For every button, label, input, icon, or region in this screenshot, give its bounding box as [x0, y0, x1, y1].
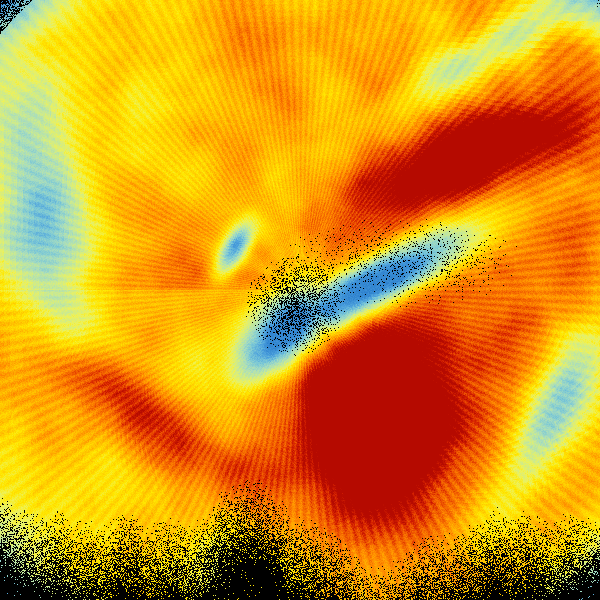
radar-scan-viewport [0, 0, 600, 600]
radar-reflectivity-heatmap [0, 0, 600, 600]
